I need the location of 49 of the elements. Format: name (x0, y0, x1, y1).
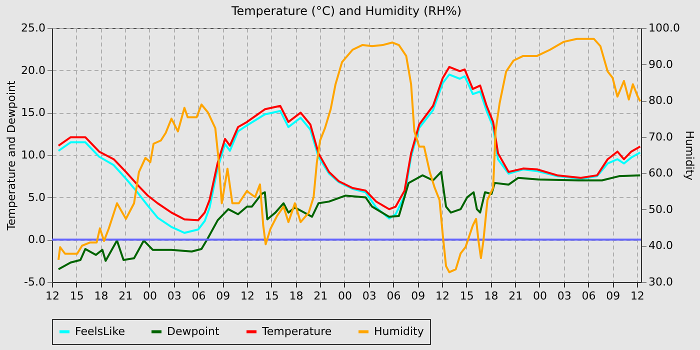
x-tick-label: 15 (264, 290, 279, 302)
y2-tick-label: 30.0 (648, 276, 673, 288)
y2-tick-label: 90.0 (648, 58, 673, 71)
y2-tick-label: 70.0 (648, 130, 673, 144)
x-tick-label: 09 (606, 290, 620, 302)
legend-label: Humidity (374, 324, 424, 338)
y-tick-label: 10.0 (21, 148, 46, 162)
x-tick-label: 21 (508, 290, 523, 302)
x-tick-label: 15 (460, 290, 474, 302)
x-tick-label: 21 (314, 290, 328, 302)
x-tick-label: 06 (192, 290, 206, 302)
x-tick-label: 00 (338, 290, 352, 302)
x-tick-label: 12 (630, 290, 644, 302)
x-tick-label: 03 (167, 290, 182, 302)
y-tick-label: 0.0 (28, 233, 46, 246)
y2-axis-title: Humidity (682, 130, 696, 181)
legend-label: Dewpoint (167, 324, 220, 338)
x-tick-label: 21 (118, 290, 133, 302)
line-series (58, 170, 642, 270)
x-tick-label: 12 (46, 290, 60, 302)
x-tick-label: 18 (94, 290, 108, 302)
y-tick-label: 25.0 (21, 22, 46, 34)
chart-title: Temperature (°C) and Humidity (RH%) (230, 4, 462, 18)
x-tick-label: 15 (70, 290, 84, 302)
x-tick-label: 03 (362, 290, 376, 302)
x-tick-label: 18 (484, 290, 498, 302)
y2-tick-label: 50.0 (648, 202, 673, 216)
legend-label: Temperature (261, 324, 332, 338)
x-tick-label: 09 (411, 290, 426, 302)
y-tick-label: 15.0 (21, 106, 46, 120)
x-tick-label: 06 (582, 290, 596, 302)
y2-tick-label: 80.0 (648, 94, 673, 108)
x-tick-label: 18 (289, 290, 304, 302)
y2-tick-label: 60.0 (648, 166, 673, 180)
x-tick-label: 00 (142, 290, 157, 302)
y2-tick-label: 100.0 (648, 22, 680, 34)
x-tick-label: 06 (386, 290, 401, 302)
x-tick-label: 00 (532, 290, 547, 302)
y-tick-label: 5.0 (28, 190, 46, 204)
y-axis-title: Temperature and Dewpoint (5, 80, 18, 232)
legend-label: FeelsLike (75, 324, 126, 338)
x-tick-label: 09 (216, 290, 230, 302)
x-tick-label: 12 (435, 290, 450, 302)
x-tick-label: 03 (557, 290, 572, 302)
y2-tick-label: 40.0 (648, 239, 673, 252)
y-tick-label: 20.0 (21, 64, 46, 77)
line-series (58, 38, 642, 274)
x-tick-label: 12 (240, 290, 254, 302)
y-tick-label: -5.0 (24, 276, 46, 288)
